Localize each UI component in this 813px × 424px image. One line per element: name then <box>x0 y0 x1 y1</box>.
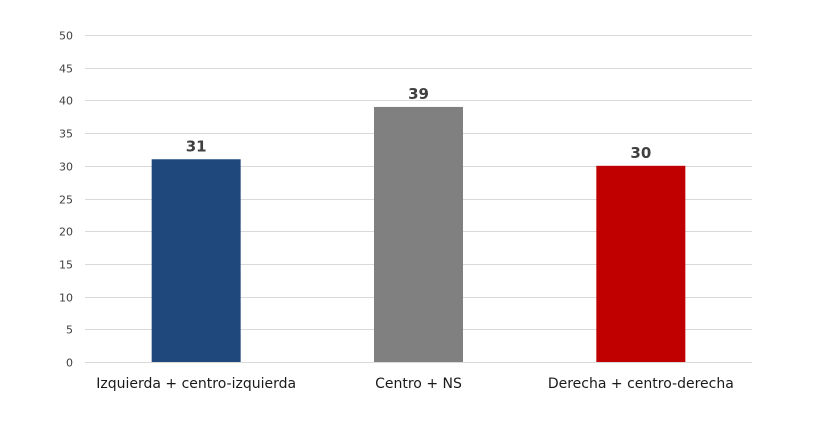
y-axis-tick-labels: 0 5 10 15 20 25 30 35 40 45 50 <box>59 30 73 370</box>
y-tick-label: 5 <box>66 324 73 337</box>
category-label: Izquierda + centro-izquierda <box>96 376 296 392</box>
y-tick-label: 15 <box>59 259 73 272</box>
bars <box>151 106 686 362</box>
y-tick-label: 0 <box>66 357 73 370</box>
data-labels: 31 39 30 <box>186 85 652 162</box>
category-label: Centro + NS <box>375 376 462 392</box>
y-tick-label: 45 <box>59 63 73 76</box>
category-label: Derecha + centro-derecha <box>548 376 734 392</box>
x-axis-category-labels: Izquierda + centro-izquierda Centro + NS D… <box>96 376 734 392</box>
data-label: 30 <box>630 144 651 162</box>
y-tick-label: 30 <box>59 161 73 174</box>
bar <box>151 159 241 362</box>
data-label: 39 <box>408 85 429 103</box>
data-label: 31 <box>186 137 207 155</box>
y-tick-label: 10 <box>59 292 73 305</box>
y-tick-label: 35 <box>59 128 73 141</box>
bar <box>374 106 463 362</box>
y-tick-label: 20 <box>59 226 73 239</box>
y-tick-label: 25 <box>59 194 73 207</box>
bar <box>596 165 686 362</box>
y-tick-label: 40 <box>59 95 73 108</box>
y-tick-label: 50 <box>59 30 73 43</box>
